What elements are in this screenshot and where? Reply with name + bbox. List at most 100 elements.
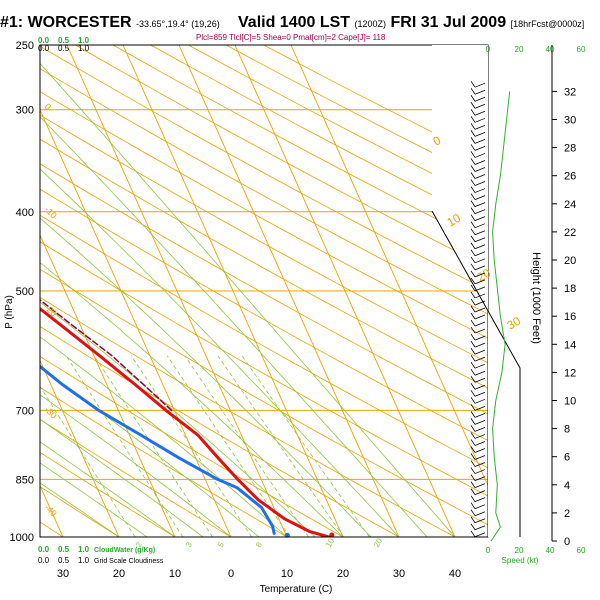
wind-barb [470, 144, 486, 151]
mixing-ratio-line [166, 355, 291, 537]
moist-adiabat [40, 168, 400, 537]
y-axis-label: P (hPa) [4, 295, 15, 329]
moist-adiabat [40, 336, 288, 537]
dry-adiabat [40, 188, 488, 441]
wind-barb [470, 109, 486, 116]
speed-tick-label-top: 60 [577, 45, 586, 54]
wind-panel-background [432, 45, 520, 537]
wind-barb [470, 383, 486, 390]
dry-adiabat [40, 163, 488, 415]
wind-barb [470, 186, 486, 193]
dry-adiabat [40, 241, 488, 497]
speed-tick-label-top: 40 [546, 45, 555, 54]
wind-barb [470, 179, 486, 186]
wind-barb [470, 354, 486, 362]
mixing-ratio-label: 20 [372, 536, 385, 549]
wind-barb [470, 333, 486, 341]
dry-adiabat [40, 114, 488, 364]
cloudiness-scale-top: 1.0 [78, 44, 90, 53]
height-tick-label: 6 [564, 452, 570, 464]
forecast-label: [18hrFcst@0000z] [510, 19, 585, 29]
pressure-tick-label: 850 [16, 474, 34, 486]
wind-barb [470, 116, 486, 123]
valid-date: FRI 31 Jul 2009 [390, 14, 507, 31]
moist-adiabat [40, 217, 372, 537]
temperature-tick-label: 40 [449, 568, 461, 580]
moist-adiabat [40, 418, 204, 537]
cloudwater-label: CloudWater (g/Kg) [94, 547, 155, 554]
temperature-tick-label: 0 [228, 568, 234, 580]
cloudwater-scale-bottom: 0.5 [58, 545, 70, 554]
wind-barb [470, 432, 486, 439]
wind-barb [470, 347, 486, 355]
station-coords: -33.65°,19.4° (19,26) [136, 19, 220, 29]
moist-adiabat [40, 62, 456, 537]
isotherm-line [290, 45, 488, 487]
dry-adiabat [112, 45, 488, 246]
wind-barb [470, 235, 486, 243]
wind-barb [470, 291, 486, 299]
cloudwater-scale-bottom: 1.0 [78, 545, 90, 554]
mixing-ratio-label: 5 [216, 540, 226, 549]
plot-area [40, 45, 488, 537]
cloudwater-scale-top: 0.0 [38, 36, 50, 45]
wind-barb [470, 221, 486, 229]
wind-barb [470, 418, 486, 425]
mixing-ratio-line [93, 355, 213, 537]
height-tick-label: 30 [564, 115, 576, 127]
wind-barb [470, 397, 486, 404]
cloudiness-scale-bottom: 1.0 [78, 556, 90, 565]
isotherm-line [178, 45, 400, 537]
wind-barb [470, 411, 486, 418]
isotherm-line [40, 359, 120, 537]
dry-adiabat [40, 296, 456, 537]
wind-barb [470, 200, 486, 207]
station-name: #1: WORCESTER [0, 14, 132, 31]
wind-barb [470, 523, 486, 531]
dewpoint-profile [40, 364, 276, 535]
wind-barb [470, 446, 486, 453]
dry-adiabat [40, 355, 344, 537]
mixing-ratio-label: 10 [324, 536, 337, 549]
wind-barb [470, 404, 486, 411]
mixing-ratio-line [184, 355, 309, 537]
moist-adiabat [40, 301, 316, 537]
parcel-profile [40, 298, 173, 412]
wind-barb [470, 228, 486, 236]
wind-speed-profile [490, 91, 511, 542]
wind-barb [470, 319, 486, 327]
pressure-tick-label: 300 [16, 105, 34, 117]
wind-barb [470, 312, 486, 320]
mixing-ratio-line [65, 355, 184, 537]
cloudwater-scale-top: 0.5 [58, 36, 70, 45]
cloudiness-scale-top: 0.0 [38, 44, 50, 53]
wind-barb [470, 87, 486, 95]
height-tick-label: 8 [564, 424, 570, 436]
wind-barb [470, 453, 486, 460]
pressure-tick-label: 250 [16, 40, 34, 52]
dry-adiabat [75, 45, 488, 268]
wind-barb [470, 172, 486, 179]
height-tick-label: 22 [564, 227, 576, 239]
isotherm-line [234, 45, 456, 537]
height-tick-label: 0 [564, 536, 570, 548]
pressure-tick-label: 1000 [10, 532, 34, 544]
mixing-ratio-label: 2 [134, 540, 144, 549]
wind-barb [470, 368, 486, 376]
speed-tick-label-bottom: 40 [546, 546, 555, 555]
temperature-profile [40, 306, 331, 537]
x-axis-label: Temperature (C) [260, 584, 333, 595]
height-tick-label: 20 [564, 255, 576, 267]
speed-tick-label-bottom: 20 [515, 546, 524, 555]
wind-barb [470, 425, 486, 432]
dry-adiabat-label: 20 [475, 266, 494, 285]
speed-tick-label-bottom: 60 [577, 546, 586, 555]
wind-barb [470, 80, 486, 88]
dry-adiabat [40, 138, 488, 389]
wind-barb [470, 193, 486, 200]
pressure-tick-label: 500 [16, 286, 34, 298]
isotherm-label: 0 [43, 101, 54, 112]
height-tick-label: 14 [564, 339, 576, 351]
wind-barb [470, 460, 486, 467]
